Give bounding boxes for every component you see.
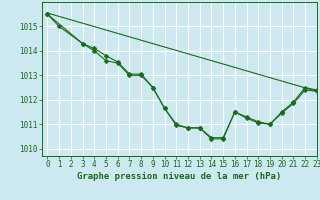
- X-axis label: Graphe pression niveau de la mer (hPa): Graphe pression niveau de la mer (hPa): [77, 172, 281, 181]
